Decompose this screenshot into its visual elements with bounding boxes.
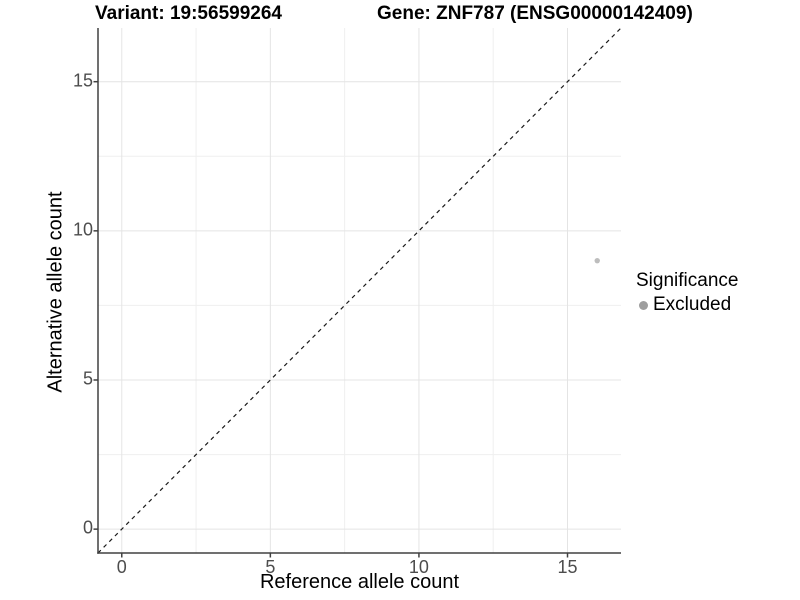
- legend-key-dot-icon: [639, 300, 648, 310]
- x-tick-label: 0: [116, 557, 127, 577]
- y-tick-label: 0: [82, 517, 93, 538]
- x-tick-label: 15: [557, 557, 578, 577]
- identity-dashed-line: [97, 27, 622, 554]
- x-tick-label: 5: [265, 557, 276, 577]
- plot-title-gene: Gene: ZNF787 (ENSG00000142409): [377, 3, 693, 24]
- legend-title: Significance: [636, 270, 739, 291]
- y-axis-title: Alternative allele count: [44, 191, 67, 393]
- legend: Significance Excluded: [636, 269, 738, 316]
- y-tick-label: 10: [72, 219, 93, 240]
- x-tick-label: 10: [408, 557, 429, 577]
- legend-item-excluded: Excluded: [639, 294, 738, 316]
- x-axis-title: Reference allele count: [259, 571, 459, 593]
- plot-title-variant: Variant: 19:56599264: [95, 3, 282, 24]
- legend-item-label: Excluded: [653, 294, 732, 315]
- data-point: [594, 257, 600, 264]
- y-tick-label: 5: [82, 368, 93, 389]
- y-tick-label: 15: [72, 70, 93, 91]
